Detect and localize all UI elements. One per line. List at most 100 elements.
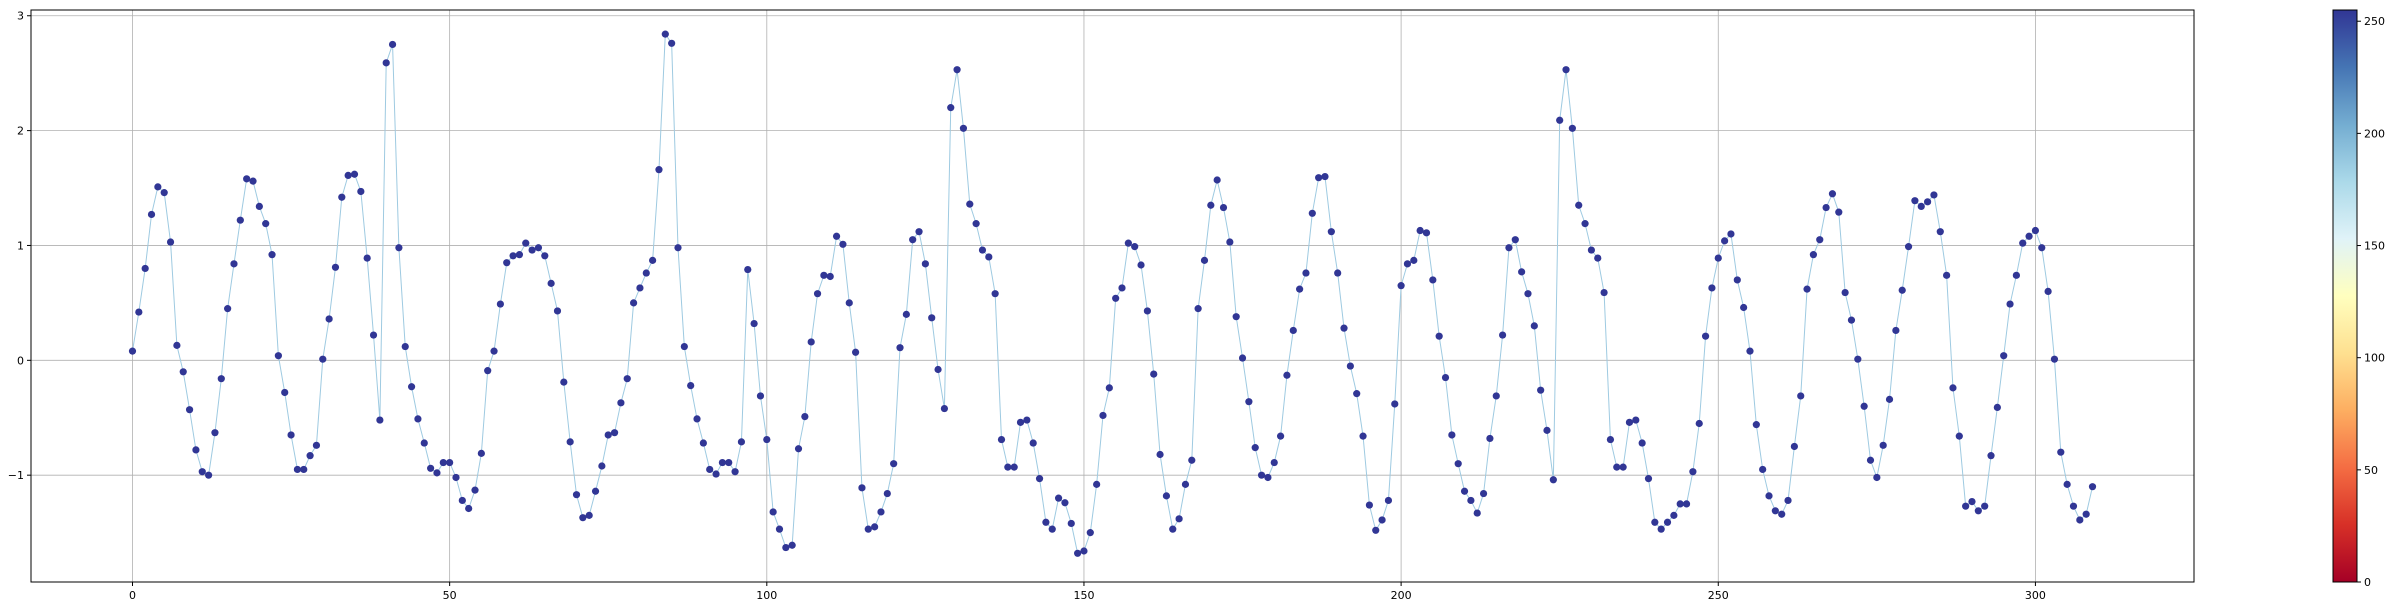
data-point xyxy=(306,452,314,460)
data-point xyxy=(636,284,644,292)
data-point xyxy=(1816,236,1824,244)
data-point xyxy=(1638,439,1646,447)
data-point xyxy=(1562,66,1570,74)
data-point xyxy=(135,308,143,316)
x-tick-label: 100 xyxy=(756,589,777,602)
data-point xyxy=(1467,496,1475,505)
x-tick-label: 300 xyxy=(2025,589,2046,602)
data-point xyxy=(1771,507,1779,515)
data-point xyxy=(1169,525,1177,533)
data-point xyxy=(1118,284,1126,292)
y-gridlines xyxy=(31,15,2194,476)
data-point xyxy=(1549,476,1557,484)
data-point xyxy=(1987,452,1995,460)
x-gridlines xyxy=(132,10,2036,582)
data-point xyxy=(217,375,225,383)
data-point xyxy=(585,511,593,519)
data-point xyxy=(1923,198,1932,206)
data-point xyxy=(807,338,815,346)
data-point xyxy=(2082,510,2090,518)
colorbar-frame xyxy=(2332,9,2358,583)
data-point xyxy=(966,200,974,208)
data-point xyxy=(1835,208,1843,216)
data-point xyxy=(731,468,739,476)
data-point xyxy=(427,464,435,472)
data-point xyxy=(1422,229,1431,237)
data-point xyxy=(668,39,676,47)
data-point xyxy=(706,465,714,474)
colorbar: 0 50 100 150 200 250 xyxy=(2332,9,2385,589)
data-point xyxy=(832,232,841,240)
colorbar-tick-label: 250 xyxy=(2364,15,2385,28)
data-point xyxy=(1778,510,1786,518)
data-point xyxy=(274,352,282,360)
data-point xyxy=(826,272,834,281)
y-tick-label: 2 xyxy=(17,125,24,138)
data-point xyxy=(1701,332,1710,340)
data-point xyxy=(2063,480,2071,488)
data-point xyxy=(2076,516,2084,524)
data-markers xyxy=(128,30,2097,557)
y-tick-label: −1 xyxy=(8,469,24,482)
data-point xyxy=(471,486,479,494)
data-point xyxy=(1968,498,1976,506)
data-point xyxy=(1486,434,1494,443)
data-point xyxy=(477,449,485,457)
data-point xyxy=(1270,458,1278,467)
data-point xyxy=(2050,355,2059,363)
data-point xyxy=(617,399,625,407)
data-point xyxy=(1010,463,1018,471)
data-point xyxy=(1670,511,1678,519)
data-point xyxy=(1904,243,1913,251)
data-point xyxy=(1397,282,1405,290)
data-point xyxy=(699,439,707,447)
data-point xyxy=(1917,202,1925,211)
data-point xyxy=(1575,201,1583,209)
x-tick-label: 150 xyxy=(1073,589,1094,602)
data-point xyxy=(350,170,359,178)
data-point xyxy=(287,431,295,439)
data-point xyxy=(649,256,657,264)
data-point xyxy=(2000,352,2008,360)
data-point xyxy=(1568,124,1576,132)
data-point xyxy=(1188,456,1196,464)
data-point xyxy=(1016,418,1025,426)
data-point xyxy=(382,59,390,67)
data-point xyxy=(420,439,428,447)
data-point xyxy=(1600,288,1608,297)
data-point xyxy=(598,462,606,470)
data-point xyxy=(1213,176,1221,184)
data-point xyxy=(236,216,244,224)
data-point xyxy=(1473,509,1481,517)
data-point xyxy=(1004,463,1012,471)
data-point xyxy=(376,416,384,424)
data-point xyxy=(312,441,321,449)
data-point xyxy=(1530,322,1538,330)
data-point xyxy=(553,307,562,315)
data-point xyxy=(985,253,993,261)
data-point xyxy=(173,341,181,349)
data-point xyxy=(490,347,498,355)
data-point xyxy=(1955,432,1963,440)
data-point xyxy=(1860,402,1868,410)
data-point xyxy=(166,238,175,246)
data-point xyxy=(858,484,866,492)
data-point xyxy=(1746,347,1754,355)
data-point xyxy=(1137,261,1145,269)
data-point xyxy=(1194,305,1202,313)
data-point xyxy=(433,469,441,477)
data-point xyxy=(192,446,200,454)
data-point xyxy=(319,355,327,363)
data-point xyxy=(1454,460,1462,468)
data-point xyxy=(750,319,758,328)
data-point xyxy=(1625,418,1634,426)
data-point xyxy=(2006,300,2014,308)
data-point xyxy=(2012,271,2020,279)
data-point xyxy=(458,496,466,505)
data-point xyxy=(1308,209,1316,217)
data-point xyxy=(744,265,752,274)
data-point xyxy=(1943,271,1951,279)
data-point xyxy=(953,66,961,74)
data-point xyxy=(198,468,206,476)
data-point xyxy=(1359,432,1367,440)
